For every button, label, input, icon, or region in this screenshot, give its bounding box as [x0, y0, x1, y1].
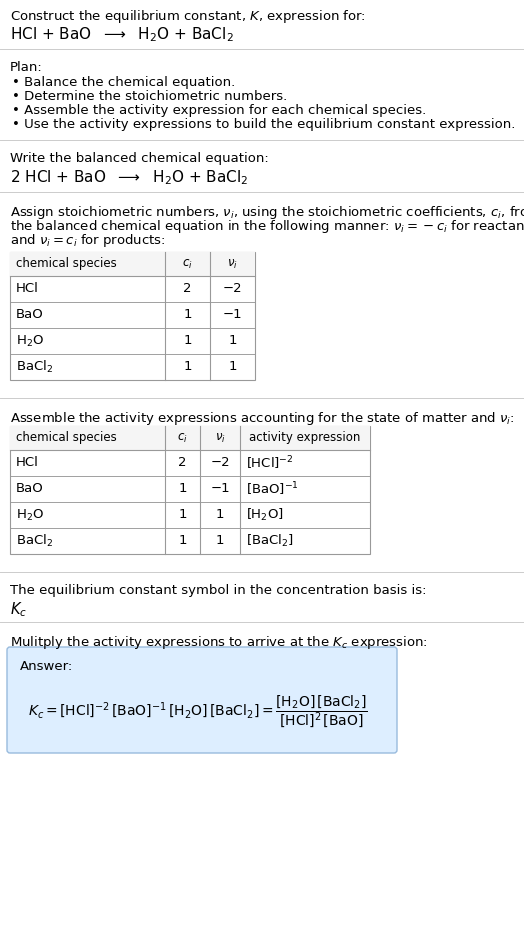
Text: The equilibrium constant symbol in the concentration basis is:: The equilibrium constant symbol in the c… [10, 584, 427, 597]
Text: Plan:: Plan: [10, 61, 43, 74]
Text: BaO: BaO [16, 482, 43, 495]
Bar [10, 426, 370, 554]
Text: 2 HCl + BaO  $\longrightarrow$  H$_2$O + BaCl$_2$: 2 HCl + BaO $\longrightarrow$ H$_2$O + B… [10, 168, 248, 186]
Text: [BaO]$^{-1}$: [BaO]$^{-1}$ [246, 480, 299, 497]
Text: −2: −2 [223, 282, 242, 296]
Text: Answer:: Answer: [20, 660, 73, 673]
Text: $c_i$: $c_i$ [182, 258, 193, 270]
Text: BaO: BaO [16, 308, 43, 321]
Text: chemical species: chemical species [16, 258, 117, 270]
Text: • Balance the chemical equation.: • Balance the chemical equation. [12, 76, 235, 89]
Text: $c_i$: $c_i$ [177, 432, 188, 444]
Text: Write the balanced chemical equation:: Write the balanced chemical equation: [10, 152, 269, 165]
Text: HCl + BaO  $\longrightarrow$  H$_2$O + BaCl$_2$: HCl + BaO $\longrightarrow$ H$_2$O + BaC… [10, 25, 234, 44]
Text: $\nu_i$: $\nu_i$ [215, 432, 225, 444]
Text: $K_c = \mathrm{[HCl]}^{-2}\,\mathrm{[BaO]}^{-1}\,\mathrm{[H_2O]}\,\mathrm{[BaCl_: $K_c = \mathrm{[HCl]}^{-2}\,\mathrm{[BaO… [28, 694, 368, 730]
Text: Mulitply the activity expressions to arrive at the $K_c$ expression:: Mulitply the activity expressions to arr… [10, 634, 428, 651]
Bar [10, 252, 255, 276]
Text: HCl: HCl [16, 282, 39, 296]
Text: [BaCl$_2$]: [BaCl$_2$] [246, 533, 294, 549]
Text: activity expression: activity expression [249, 432, 361, 444]
Text: 1: 1 [216, 509, 224, 521]
Text: H$_2$O: H$_2$O [16, 508, 44, 522]
Text: −1: −1 [223, 308, 242, 321]
Text: 2: 2 [183, 282, 192, 296]
Text: 1: 1 [178, 482, 187, 495]
Text: [H$_2$O]: [H$_2$O] [246, 507, 283, 523]
Text: BaCl$_2$: BaCl$_2$ [16, 359, 53, 375]
Text: the balanced chemical equation in the following manner: $\nu_i = -c_i$ for react: the balanced chemical equation in the fo… [10, 218, 524, 235]
Text: $K_c$: $K_c$ [10, 600, 27, 619]
Text: • Use the activity expressions to build the equilibrium constant expression.: • Use the activity expressions to build … [12, 118, 516, 131]
Text: 2: 2 [178, 456, 187, 470]
Text: 1: 1 [228, 360, 237, 374]
Text: H$_2$O: H$_2$O [16, 334, 44, 349]
FancyBboxPatch shape [7, 647, 397, 753]
Text: 1: 1 [228, 335, 237, 347]
Text: Assemble the activity expressions accounting for the state of matter and $\nu_i$: Assemble the activity expressions accoun… [10, 410, 515, 427]
Text: chemical species: chemical species [16, 432, 117, 444]
Text: 1: 1 [183, 335, 192, 347]
Text: • Assemble the activity expression for each chemical species.: • Assemble the activity expression for e… [12, 104, 426, 117]
Text: • Determine the stoichiometric numbers.: • Determine the stoichiometric numbers. [12, 90, 287, 103]
Text: 1: 1 [216, 534, 224, 548]
Text: HCl: HCl [16, 456, 39, 470]
Text: 1: 1 [178, 534, 187, 548]
Bar [10, 252, 255, 380]
Bar [10, 426, 370, 450]
Text: −2: −2 [210, 456, 230, 470]
Text: 1: 1 [178, 509, 187, 521]
Text: and $\nu_i = c_i$ for products:: and $\nu_i = c_i$ for products: [10, 232, 166, 249]
Text: $\nu_i$: $\nu_i$ [227, 258, 238, 270]
Text: 1: 1 [183, 308, 192, 321]
Text: 1: 1 [183, 360, 192, 374]
Text: BaCl$_2$: BaCl$_2$ [16, 533, 53, 549]
Text: Construct the equilibrium constant, $K$, expression for:: Construct the equilibrium constant, $K$,… [10, 8, 366, 25]
Text: −1: −1 [210, 482, 230, 495]
Text: Assign stoichiometric numbers, $\nu_i$, using the stoichiometric coefficients, $: Assign stoichiometric numbers, $\nu_i$, … [10, 204, 524, 221]
Text: [HCl]$^{-2}$: [HCl]$^{-2}$ [246, 455, 293, 472]
